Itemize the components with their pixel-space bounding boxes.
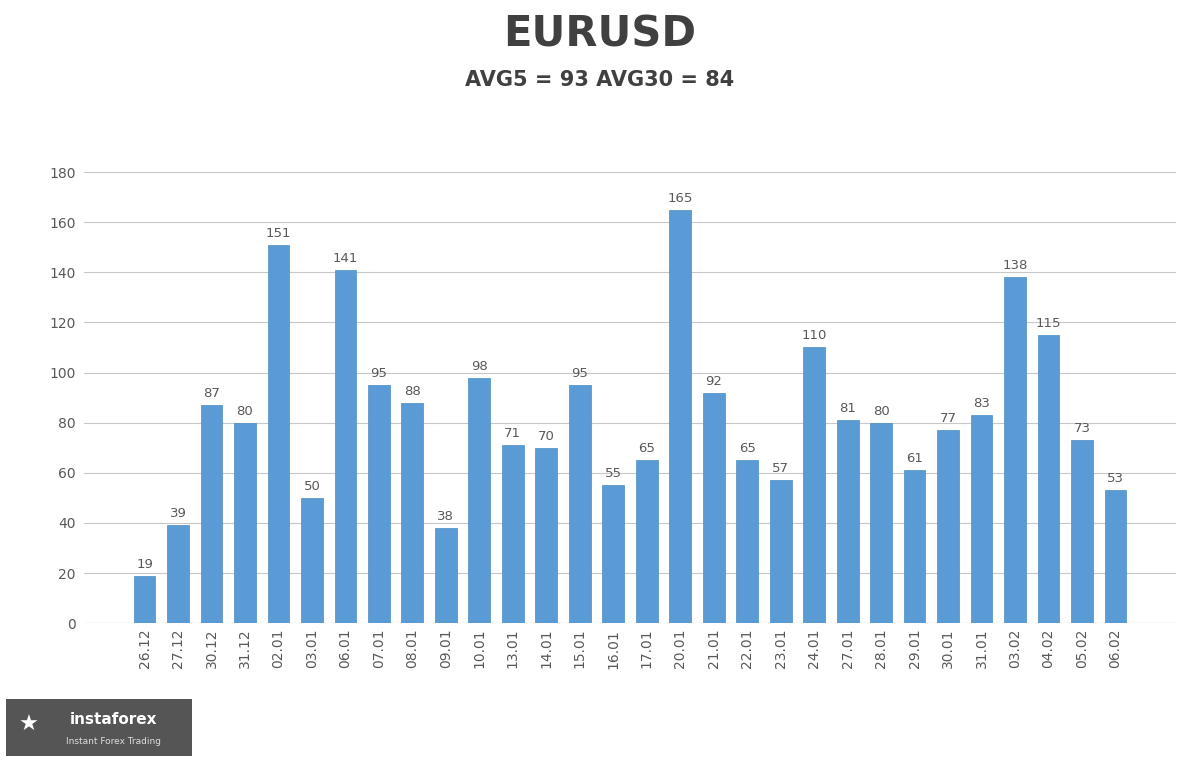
Text: AVG5 = 93 AVG30 = 84: AVG5 = 93 AVG30 = 84 xyxy=(466,70,734,90)
Bar xyxy=(1105,490,1127,623)
Text: 55: 55 xyxy=(605,467,622,480)
Text: 80: 80 xyxy=(872,404,889,418)
Bar xyxy=(803,347,826,623)
Bar xyxy=(402,403,424,623)
Bar xyxy=(670,210,691,623)
Text: 98: 98 xyxy=(470,359,487,372)
Text: 61: 61 xyxy=(906,452,923,465)
Text: 165: 165 xyxy=(667,192,692,204)
Text: instaforex: instaforex xyxy=(70,711,157,727)
Text: 39: 39 xyxy=(169,508,186,521)
Bar xyxy=(268,245,289,623)
Bar xyxy=(1072,440,1093,623)
Text: 50: 50 xyxy=(304,480,320,493)
Bar xyxy=(234,423,256,623)
Text: 57: 57 xyxy=(772,462,790,475)
Text: EURUSD: EURUSD xyxy=(504,13,696,55)
Bar xyxy=(368,385,390,623)
Bar xyxy=(602,486,624,623)
Text: 73: 73 xyxy=(1074,423,1091,435)
Bar xyxy=(200,405,222,623)
Bar xyxy=(937,430,959,623)
Bar xyxy=(737,461,758,623)
Bar xyxy=(1004,277,1026,623)
Bar xyxy=(636,461,658,623)
Bar xyxy=(769,480,792,623)
Bar xyxy=(468,378,491,623)
Text: 70: 70 xyxy=(538,429,554,443)
Bar xyxy=(301,498,323,623)
Text: 80: 80 xyxy=(236,404,253,418)
Bar xyxy=(1038,335,1060,623)
Text: 65: 65 xyxy=(638,442,655,455)
Text: 92: 92 xyxy=(706,375,722,388)
Text: 53: 53 xyxy=(1106,473,1124,486)
Bar xyxy=(836,420,858,623)
Bar xyxy=(569,385,590,623)
Bar xyxy=(703,393,725,623)
Bar xyxy=(870,423,892,623)
Text: 87: 87 xyxy=(203,387,220,400)
Text: Instant Forex Trading: Instant Forex Trading xyxy=(66,737,161,746)
Text: 38: 38 xyxy=(438,510,455,523)
Bar xyxy=(971,415,992,623)
Bar xyxy=(335,270,356,623)
Text: 19: 19 xyxy=(136,558,152,571)
Text: 95: 95 xyxy=(371,367,388,380)
Bar xyxy=(502,445,523,623)
Bar xyxy=(434,528,457,623)
Text: 138: 138 xyxy=(1002,259,1027,272)
Text: 71: 71 xyxy=(504,427,521,440)
Text: 65: 65 xyxy=(739,442,756,455)
Text: 83: 83 xyxy=(973,397,990,410)
Text: 115: 115 xyxy=(1036,317,1061,330)
Text: 151: 151 xyxy=(265,226,292,239)
Text: 110: 110 xyxy=(802,330,827,343)
Bar xyxy=(904,470,925,623)
Text: 77: 77 xyxy=(940,412,956,425)
Text: 81: 81 xyxy=(839,402,856,415)
Bar xyxy=(133,575,155,623)
Bar xyxy=(167,525,188,623)
Bar xyxy=(535,448,557,623)
Text: ★: ★ xyxy=(18,715,38,735)
Text: 88: 88 xyxy=(404,385,421,397)
Text: 95: 95 xyxy=(571,367,588,380)
Text: 141: 141 xyxy=(332,252,358,264)
